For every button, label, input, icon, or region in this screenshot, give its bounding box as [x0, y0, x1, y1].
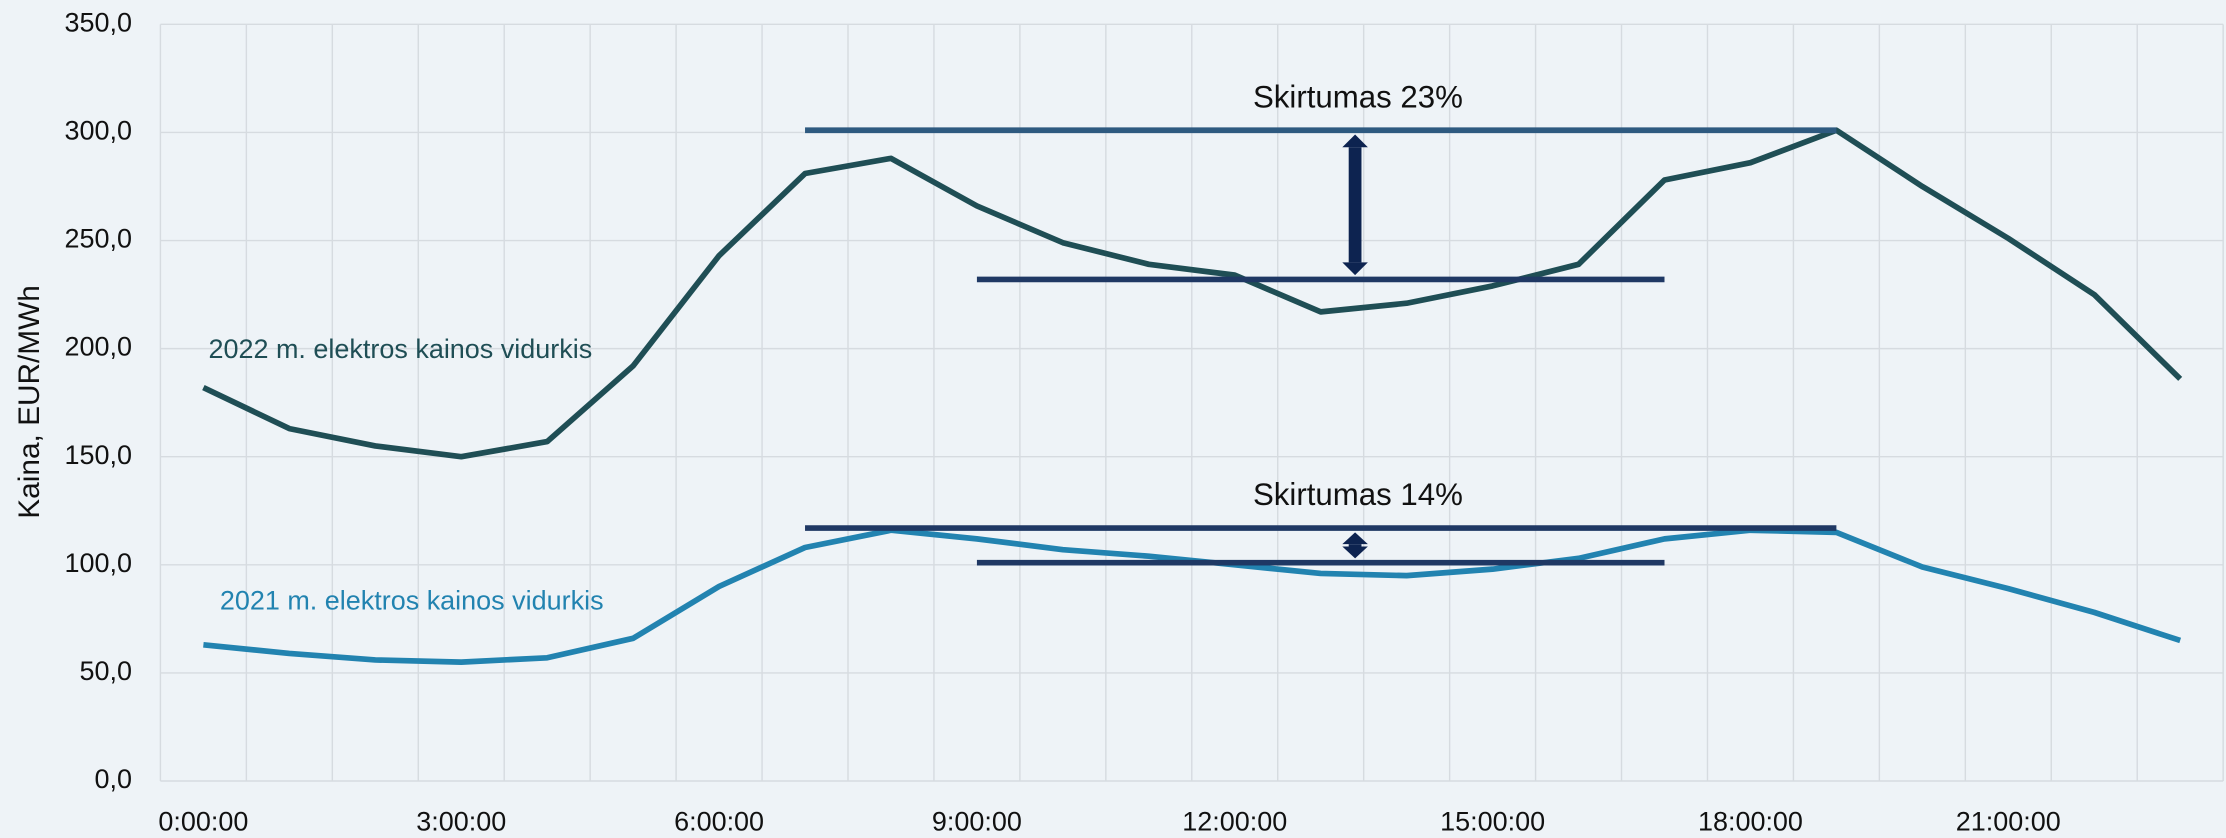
x-tick-label: 21:00:00	[1956, 807, 2061, 837]
arrow-part	[1342, 134, 1368, 148]
arrow-part	[1342, 532, 1368, 545]
difference-arrow	[1342, 532, 1368, 559]
arrow-part	[1342, 262, 1368, 276]
x-tick-label: 0:00:00	[158, 807, 248, 837]
series-label: 2022 m. elektros kainos vidurkis	[208, 334, 592, 364]
y-axis-label: Kaina, EUR/MWh	[13, 285, 46, 518]
x-tick-label: 3:00:00	[416, 807, 506, 837]
difference-arrow	[1342, 134, 1368, 276]
y-tick-label: 200,0	[65, 332, 133, 362]
x-tick-label: 9:00:00	[932, 807, 1022, 837]
y-tick-label: 50,0	[80, 656, 132, 686]
y-tick-label: 350,0	[65, 7, 133, 37]
x-tick-label: 6:00:00	[674, 807, 764, 837]
arrow-part	[1342, 546, 1368, 559]
series-line	[202, 127, 2183, 460]
y-tick-label: 0,0	[95, 764, 132, 794]
comparison-label: Skirtumas 14%	[1253, 477, 1463, 512]
x-tick-label: 18:00:00	[1698, 807, 1803, 837]
y-tick-label: 250,0	[65, 224, 133, 254]
comparison-label: Skirtumas 23%	[1253, 79, 1463, 114]
x-tick-label: 15:00:00	[1440, 807, 1545, 837]
y-tick-label: 150,0	[65, 440, 133, 470]
y-tick-label: 100,0	[65, 548, 133, 578]
series-label: 2021 m. elektros kainos vidurkis	[220, 585, 604, 615]
x-tick-label: 12:00:00	[1182, 807, 1287, 837]
y-tick-label: 300,0	[65, 116, 133, 146]
